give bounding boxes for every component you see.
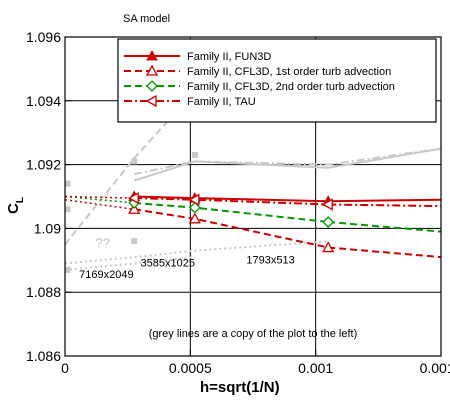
grey-line-solid (133, 147, 442, 182)
grey-marker (64, 206, 71, 213)
series-fit-1 (64, 198, 135, 211)
marker-open-triangle (145, 64, 159, 76)
chart-title: SA model (123, 13, 170, 25)
series-layer (64, 190, 442, 259)
grey-marker (64, 180, 71, 187)
legend: Family II, FUN3D Family II, CFL3D, 1st or… (117, 38, 437, 123)
grid-size-label: 3585x1025 (141, 258, 195, 270)
marker-open-triangle (322, 241, 335, 253)
legend-box (117, 38, 437, 123)
grid-size-label: 7169x2049 (79, 269, 133, 281)
legend-label-2: Family II, CFL3D, 2nd order turb advecti… (187, 81, 395, 93)
series-extension-0 (328, 198, 442, 203)
marker-open-diamond (188, 201, 201, 214)
y-axis-label-main: C (5, 203, 22, 214)
marker-open-diamond (322, 216, 335, 228)
y-axis-label-subscript: L (15, 197, 26, 203)
axes-layer: 0 0.0005 0.001 0.0015 1.086 1.088 1.09 1.092 1.0… (26, 29, 450, 376)
series-line-2 (134, 201, 329, 223)
marker-open-left-triangle (127, 191, 139, 205)
grey-marker (131, 158, 138, 165)
marker-filled-triangle (146, 49, 158, 61)
grey-line-dashdot (133, 147, 442, 176)
y-tick-label: 1.096 (26, 29, 61, 45)
grey-line-dotted (64, 256, 195, 271)
y-tick-label: 1.086 (26, 348, 61, 364)
grey-marker (64, 266, 71, 273)
y-tick-label: 1.092 (26, 157, 61, 173)
legend-label-1: Family II, CFL3D, 1st order turb advecti… (187, 66, 391, 78)
series-extension-2 (328, 221, 442, 233)
legend-label-0: Family II, FUN3D (187, 51, 271, 63)
grid-size-label: 1793x513 (246, 254, 294, 266)
y-tick-label: 1.094 (26, 93, 61, 109)
legend-label-3: Family II, TAU (187, 96, 256, 108)
marker-open-left-triangle (188, 193, 200, 206)
series-extension-1 (328, 246, 442, 259)
grey-marker (191, 152, 198, 159)
series-fit-2 (64, 195, 135, 204)
x-tick-label: 0 (61, 360, 69, 376)
grey-marker (131, 238, 138, 245)
x-tick-label: 0.0005 (169, 360, 212, 376)
y-tick-label: 1.088 (26, 284, 61, 300)
marker-open-left-triangle (321, 198, 333, 211)
x-tick-label: 0.001 (298, 360, 333, 376)
series-extension-3 (328, 203, 442, 208)
marker-open-left-triangle (145, 94, 157, 108)
marker-open-triangle (188, 212, 201, 224)
x-tick-label: 0.0015 (420, 360, 450, 376)
x-axis-label: h=sqrt(1/N) (200, 379, 280, 396)
plot-frame (64, 36, 442, 357)
y-tick-label: 1.09 (34, 220, 61, 236)
text-layer: SA model h=sqrt(1/N) CL 7169x2049 3585x10… (5, 13, 357, 396)
grey-lines-note: (grey lines are a copy of the plot to th… (149, 328, 358, 340)
grey-question-label: ?? (95, 236, 109, 251)
series-fit-3 (64, 195, 135, 199)
marker-open-diamond (146, 80, 158, 92)
y-axis-label: CL (5, 197, 26, 214)
